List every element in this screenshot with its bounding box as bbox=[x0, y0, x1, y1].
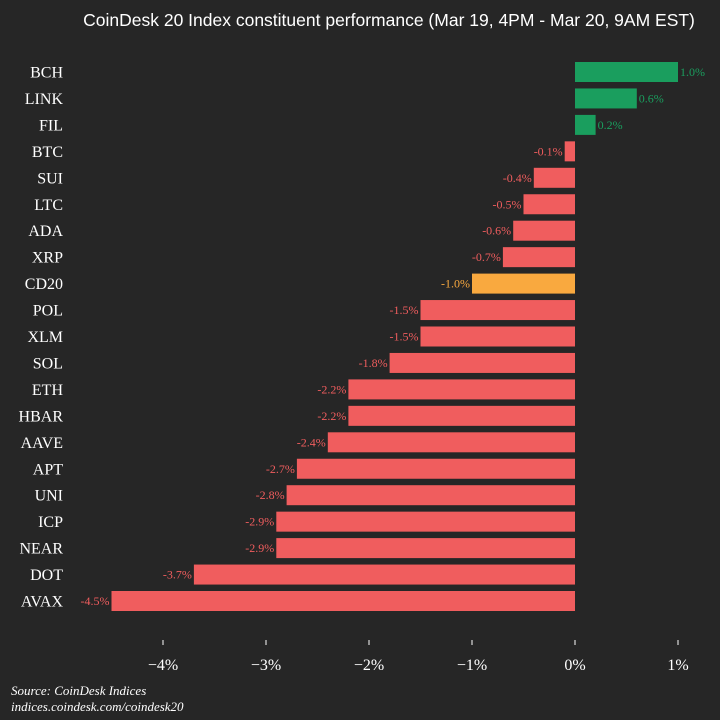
source-note: Source: CoinDesk Indices bbox=[11, 683, 146, 698]
category-label: FIL bbox=[39, 117, 63, 134]
category-label: BTC bbox=[32, 144, 63, 161]
category-label: UNI bbox=[35, 488, 63, 505]
data-label: -2.4% bbox=[297, 435, 326, 449]
bar-near bbox=[276, 538, 575, 559]
data-label: 0.6% bbox=[639, 91, 664, 105]
chart-title: CoinDesk 20 Index constituent performanc… bbox=[83, 10, 695, 30]
category-label: ETH bbox=[32, 382, 64, 399]
data-label: -0.5% bbox=[493, 197, 522, 211]
data-label: -2.8% bbox=[256, 488, 285, 502]
bar-aave bbox=[327, 432, 575, 453]
bar-apt bbox=[296, 458, 575, 479]
bar-sol bbox=[389, 352, 575, 373]
x-tick-label: −2% bbox=[354, 657, 384, 674]
bar-xlm bbox=[420, 326, 575, 347]
category-label: SUI bbox=[37, 170, 63, 187]
category-label: LINK bbox=[25, 91, 64, 108]
bar-avax bbox=[111, 591, 575, 611]
bar-sui bbox=[533, 167, 575, 188]
bar-uni bbox=[286, 485, 575, 506]
category-label: CD20 bbox=[25, 276, 63, 293]
data-label: -0.1% bbox=[534, 144, 563, 158]
data-label: -0.7% bbox=[472, 250, 501, 264]
category-label: ADA bbox=[28, 223, 63, 240]
bar-bch bbox=[575, 62, 678, 82]
category-label: HBAR bbox=[19, 408, 64, 425]
bar-hbar bbox=[348, 405, 575, 426]
bar-link bbox=[575, 88, 637, 109]
bar-icp bbox=[276, 511, 575, 532]
data-label: -1.5% bbox=[390, 303, 419, 317]
bar-btc bbox=[564, 141, 575, 162]
data-label: -1.8% bbox=[359, 356, 388, 370]
bar-ltc bbox=[523, 194, 575, 215]
category-label: BCH bbox=[30, 65, 63, 82]
bar-eth bbox=[348, 379, 575, 400]
bar-cd20 bbox=[472, 273, 575, 294]
category-label: ICP bbox=[38, 514, 63, 531]
data-label: -1.5% bbox=[390, 330, 419, 344]
x-tick-label: 0% bbox=[564, 657, 585, 674]
data-label: -2.7% bbox=[266, 462, 295, 476]
category-label: XRP bbox=[32, 250, 63, 267]
data-label: -0.4% bbox=[503, 171, 532, 185]
category-label: XLM bbox=[27, 329, 63, 346]
bar-pol bbox=[420, 300, 575, 321]
category-label: DOT bbox=[30, 567, 63, 584]
x-tick-label: −3% bbox=[251, 657, 281, 674]
category-label: LTC bbox=[34, 197, 63, 214]
x-tick-label: 1% bbox=[667, 657, 688, 674]
data-label: -2.2% bbox=[317, 409, 346, 423]
x-tick-label: −1% bbox=[457, 657, 487, 674]
category-label: NEAR bbox=[19, 541, 63, 558]
data-label: -0.6% bbox=[482, 224, 511, 238]
x-tick-label: −4% bbox=[148, 657, 178, 674]
category-label: SOL bbox=[33, 355, 63, 372]
data-label: -4.5% bbox=[81, 594, 110, 608]
category-label: AAVE bbox=[21, 435, 63, 452]
category-label: POL bbox=[33, 303, 63, 320]
data-label: 0.2% bbox=[598, 118, 623, 132]
source-url: indices.coindesk.com/coindesk20 bbox=[11, 699, 184, 714]
bar-xrp bbox=[502, 247, 575, 268]
data-label: -3.7% bbox=[163, 568, 192, 582]
data-label: -2.9% bbox=[245, 541, 274, 555]
bar-ada bbox=[513, 220, 575, 241]
bar-dot bbox=[193, 564, 575, 585]
data-label: -2.9% bbox=[245, 515, 274, 529]
category-label: AVAX bbox=[21, 594, 64, 611]
data-label: -1.0% bbox=[441, 277, 470, 291]
bar-fil bbox=[575, 114, 596, 135]
data-label: 1.0% bbox=[680, 65, 705, 79]
category-label: APT bbox=[33, 461, 63, 478]
data-label: -2.2% bbox=[317, 382, 346, 396]
